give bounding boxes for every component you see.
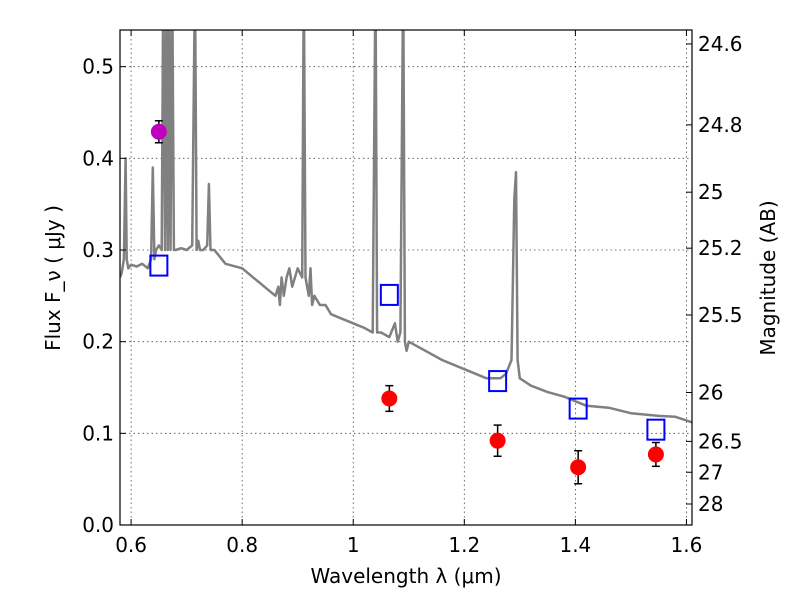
mag-tick-label: 25.5 [698, 303, 743, 327]
model-photometry-marker [379, 283, 399, 306]
plot-frame [119, 29, 693, 526]
optical-data-point [150, 123, 167, 140]
x-tick-label: 0.8 [226, 533, 258, 557]
y-axis-label: Flux F_ν ( μJy ) [41, 205, 65, 351]
mag-tick-label: 24.8 [698, 113, 743, 137]
x-axis-label: Wavelength λ (μm) [310, 564, 501, 588]
magnitude-axis-label: Magnitude (AB) [756, 200, 780, 355]
observed-data-point [647, 446, 664, 463]
y-tick-label: 0.2 [82, 330, 114, 354]
x-tick-label: 1.6 [671, 533, 703, 557]
model-photometry-marker [149, 254, 169, 277]
x-tick-label: 1.4 [559, 533, 591, 557]
grid [120, 30, 692, 526]
model-photometry-marker [646, 418, 666, 441]
plot-area [120, 30, 692, 485]
model-photometry-marker [568, 397, 588, 420]
observed-data-point [381, 390, 398, 407]
mag-tick-label: 24.6 [698, 32, 743, 56]
x-axis: 0.6 0.8 1 1.2 1.4 1.6 [115, 30, 702, 557]
model-photometry-marker [488, 370, 508, 393]
mag-tick-label: 25.2 [698, 236, 743, 260]
y-tick-label: 0.0 [82, 513, 114, 537]
x-tick-label: 1.2 [448, 533, 480, 557]
spectrum-line [120, 30, 692, 424]
y-tick-label: 0.1 [82, 421, 114, 445]
y-tick-label: 0.3 [82, 238, 114, 262]
mag-tick-label: 25 [698, 180, 723, 204]
mag-tick-label: 27 [698, 460, 723, 484]
observed-data-point [489, 432, 506, 449]
observed-data-point [570, 459, 587, 476]
y-axis: 0.0 0.1 0.2 0.3 0.4 0.5 [82, 55, 126, 537]
y-tick-label: 0.5 [82, 55, 114, 79]
y-tick-label: 0.4 [82, 146, 114, 170]
mag-tick-label: 26.5 [698, 429, 743, 453]
mag-tick-label: 26 [698, 381, 723, 405]
x-tick-label: 0.6 [115, 533, 147, 557]
mag-tick-label: 28 [698, 492, 723, 516]
x-tick-label: 1 [347, 533, 360, 557]
magnitude-axis: 24.6 24.8 25 25.2 25.5 26 26.5 27 28 [686, 32, 743, 516]
